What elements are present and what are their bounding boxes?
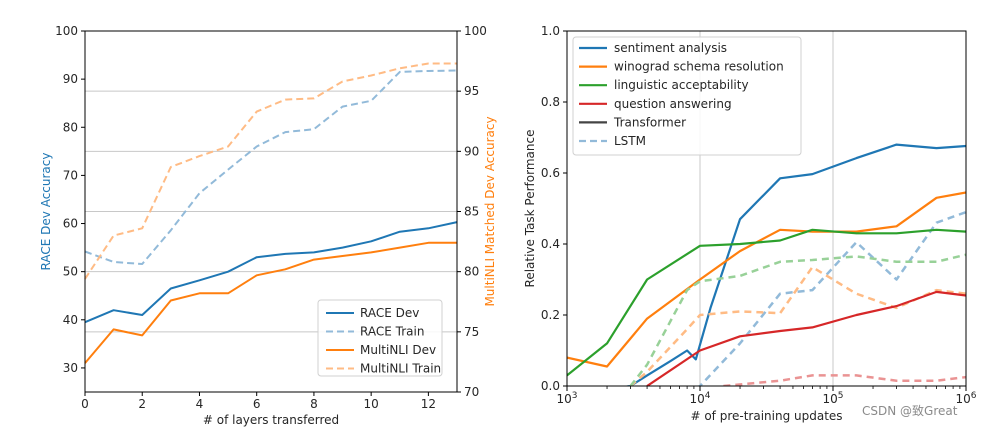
y-tick-label: 0.4	[541, 237, 560, 251]
legend-label-linguistic-acceptability: linguistic acceptability	[614, 78, 749, 92]
y-tick-label-left: 40	[63, 313, 78, 327]
y-tick-label-left: 30	[63, 361, 78, 375]
y-tick-label-right: 100	[464, 24, 487, 38]
y-axis-label-right: MultiNLI Matched Dev Accuracy	[483, 116, 497, 306]
y-tick-label-right: 90	[464, 144, 479, 158]
legend-label-transformer: Transformer	[613, 115, 686, 129]
series-line-linguistic-acceptability-lstm	[629, 253, 966, 386]
y-tick-label-left: 50	[63, 265, 78, 279]
x-tick-label: 2	[138, 397, 146, 411]
y-tick-label-left: 70	[63, 168, 78, 182]
x-tick-label: 0	[81, 397, 89, 411]
y-tick-label: 0.8	[541, 95, 560, 109]
series-line-multinli-train	[84, 62, 457, 280]
series-line-race-train	[84, 69, 458, 265]
series-group	[567, 143, 966, 386]
legend-label-race-train: RACE Train	[360, 325, 424, 339]
y-tick-label: 0.0	[541, 379, 560, 393]
x-axis-label: # of pre-training updates	[690, 409, 842, 423]
x-tick-label: 103	[556, 391, 577, 406]
x-tick-label: 10	[364, 397, 379, 411]
watermark: CSDN @致Great	[862, 404, 958, 418]
y-tick-label-left: 60	[63, 217, 78, 231]
right-chart: 103 104 105 106 0.0 0.2 0.4 0.6 0.8 1.0 # of pre-t…	[523, 24, 977, 423]
series-line-question-answering-lstm	[723, 374, 966, 386]
plot-frame	[566, 30, 967, 387]
x-tick-label: 8	[310, 397, 318, 411]
y-axis-label-left: RACE Dev Accuracy	[39, 153, 53, 271]
legend-label-race-dev: RACE Dev	[360, 306, 419, 320]
series-line-race-dev	[84, 221, 458, 324]
y-tick-label-left: 100	[55, 24, 78, 38]
x-tick-label: 6	[253, 397, 261, 411]
legend-label-sentiment-analysis: sentiment analysis	[614, 41, 727, 55]
y-tick-label-right: 75	[464, 325, 479, 339]
legend-label-multinli-dev: MultiNLI Dev	[360, 343, 436, 357]
legend-label-lstm: LSTM	[614, 134, 646, 148]
y-tick-label-left: 80	[63, 120, 78, 134]
series-line-sentiment-analysis-lstm	[697, 210, 966, 386]
y-tick-label-right: 95	[464, 84, 479, 98]
legend-box	[572, 36, 802, 156]
y-axis-label: Relative Task Performance	[523, 130, 537, 288]
legend-box	[317, 299, 443, 377]
x-tick-label: 104	[689, 391, 710, 406]
series-line-linguistic-acceptability	[567, 228, 966, 377]
legend-label-winograd-schema-resolution: winograd schema resolution	[614, 60, 784, 74]
legend-label-multinli-train: MultiNLI Train	[360, 362, 441, 376]
series-line-question-answering	[646, 290, 966, 386]
y-tick-label-right: 80	[464, 265, 479, 279]
series-line-sentiment-analysis	[623, 143, 966, 386]
series-line-winograd-schema-resolution-lstm	[629, 265, 966, 386]
y-tick-label: 0.2	[541, 308, 560, 322]
y-tick-label-right: 85	[464, 205, 479, 219]
y-tick-label-left: 90	[63, 72, 78, 86]
x-tick-label: 4	[196, 397, 204, 411]
y-tick-label: 0.6	[541, 166, 560, 180]
legend-label-question-answering: question answering	[614, 97, 732, 111]
series-line-winograd-schema-resolution	[567, 191, 966, 368]
y-tick-label: 1.0	[541, 24, 560, 38]
x-tick-label: 12	[421, 397, 436, 411]
x-tick-label: 105	[822, 391, 843, 406]
series-line-multinli-dev	[84, 241, 457, 364]
x-tick-label: 106	[955, 391, 976, 406]
left-chart: 0 2 4 6 8 10 12 30 40 50 60 70 80 90 100 70 75 80 85 90 95 10…	[39, 24, 497, 427]
y-tick-label-right: 70	[464, 385, 479, 399]
x-axis-label: # of layers transferred	[203, 413, 339, 427]
